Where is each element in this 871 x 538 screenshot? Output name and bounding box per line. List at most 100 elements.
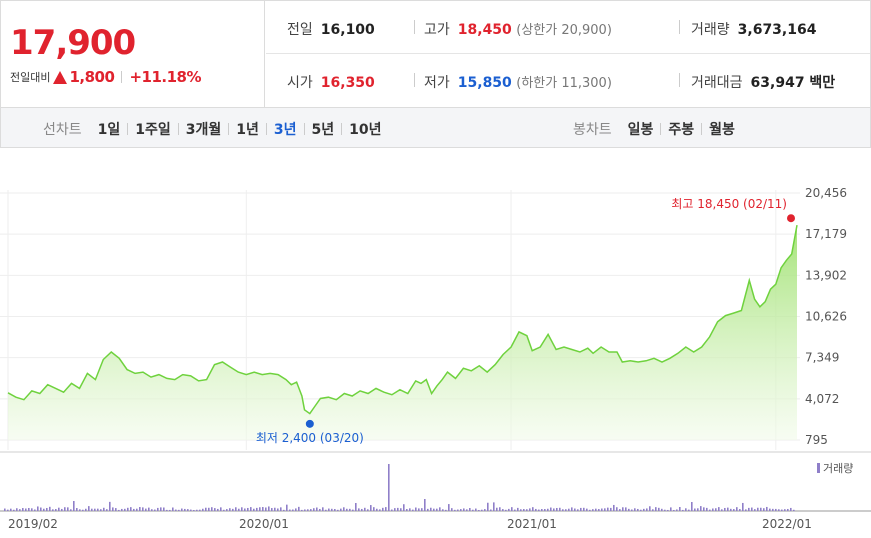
volume-bar (643, 508, 645, 511)
volume-bar (97, 508, 99, 511)
volume-bar (259, 507, 261, 511)
volume-bar (514, 509, 516, 511)
change-value: 1,800 (69, 68, 115, 86)
x-tick-label: 2019/02 (8, 517, 58, 531)
volume-bar (409, 508, 411, 511)
candle-button-2[interactable]: 월봉 (709, 122, 735, 138)
volume-bar (679, 507, 681, 511)
upper-limit: (상한가 20,900) (516, 23, 612, 38)
period-button-5[interactable]: 5년 (311, 122, 335, 138)
y-tick-label: 4,072 (805, 392, 839, 406)
volume-bar (64, 507, 66, 511)
divider (701, 123, 703, 135)
volume-bar (70, 509, 72, 511)
volume-bar (58, 507, 60, 511)
volume-bar (43, 508, 45, 511)
volume-bar (685, 508, 687, 511)
volume-bar (241, 507, 243, 511)
volume-bar (724, 507, 726, 511)
volume-value: 3,673,164 (737, 22, 817, 38)
volume-bar (712, 508, 714, 511)
volume-bar (154, 509, 156, 511)
volume-bar (616, 507, 618, 511)
volume-bar (607, 507, 609, 511)
volume-bar (484, 509, 486, 511)
divider (303, 123, 305, 135)
volume-bar (448, 504, 450, 511)
volume-bar (196, 509, 198, 511)
volume-bar (145, 508, 147, 511)
volume-bar (403, 504, 405, 511)
volume-bar (721, 509, 723, 511)
amount-value: 63,947 백만 (750, 75, 836, 91)
low-stat: 저가 15,850 (하한가 11,300) (424, 72, 612, 92)
volume-bar (235, 507, 237, 511)
prev-close-label: 전일 (287, 22, 313, 38)
volume-bar (499, 507, 501, 511)
volume-bar (46, 507, 48, 511)
volume-bar (433, 508, 435, 511)
volume-bar (427, 508, 429, 511)
volume-bar (103, 507, 105, 511)
volume-bar (88, 506, 90, 511)
volume-bar (148, 507, 150, 511)
volume-bar (313, 508, 315, 511)
volume-bar (280, 507, 282, 511)
volume-bar (142, 507, 144, 511)
volume-bar (31, 508, 33, 511)
volume-bar (289, 509, 291, 511)
volume-bar (82, 509, 84, 511)
volume-bar (481, 509, 483, 511)
volume-bar (61, 508, 63, 511)
volume-bar (346, 508, 348, 511)
divider (265, 123, 267, 135)
candle-button-1[interactable]: 주봉 (668, 122, 695, 138)
volume-stat: 거래량 3,673,164 (691, 19, 816, 39)
divider (177, 123, 179, 135)
divider (341, 123, 343, 135)
period-button-3[interactable]: 1년 (236, 122, 259, 138)
volume-bar (151, 509, 153, 511)
volume-bar (556, 507, 558, 511)
volume-bar (319, 508, 321, 511)
volume-bar (172, 507, 174, 511)
volume-bar (622, 507, 624, 511)
volume-bar (658, 507, 660, 511)
change-percent: +11.18% (129, 68, 201, 86)
open-stat: 시가 16,350 (287, 72, 375, 92)
volume-bar (412, 509, 414, 511)
volume-bar (442, 509, 444, 511)
volume-bar (73, 501, 75, 511)
volume-bar (598, 509, 600, 511)
volume-bar (283, 509, 285, 511)
line-chart-label: 선차트 (43, 122, 82, 138)
volume-bar (178, 509, 180, 511)
volume-bar (316, 507, 318, 511)
volume-bar (25, 508, 27, 511)
volume-bar (268, 506, 270, 511)
volume-bar (109, 501, 111, 511)
period-button-0[interactable]: 1일 (97, 122, 121, 138)
volume-bar (703, 507, 705, 511)
volume-bar (223, 509, 225, 511)
volume-bar (676, 509, 678, 511)
open-value: 16,350 (320, 75, 375, 91)
period-button-4[interactable]: 3년 (273, 122, 297, 138)
period-button-1[interactable]: 1주일 (135, 122, 171, 138)
period-button-2[interactable]: 3개월 (185, 122, 222, 138)
volume-bar (121, 508, 123, 511)
volume-bar (328, 508, 330, 511)
divider (679, 73, 680, 87)
y-tick-label: 13,902 (805, 268, 847, 282)
volume-bar (763, 508, 765, 511)
volume-bar (358, 508, 360, 511)
stat-grid: 전일 16,100 고가 18,450 (상한가 20,900) 거래량 3,673,… (266, 1, 870, 107)
volume-bar (739, 509, 741, 511)
candle-button-0[interactable]: 일봉 (627, 122, 654, 138)
period-button-6[interactable]: 10년 (349, 122, 382, 138)
volume-bar (505, 509, 507, 511)
volume-bar (265, 507, 267, 511)
volume-bar (769, 508, 771, 511)
volume-bar (184, 508, 186, 511)
volume-bar (580, 507, 582, 511)
